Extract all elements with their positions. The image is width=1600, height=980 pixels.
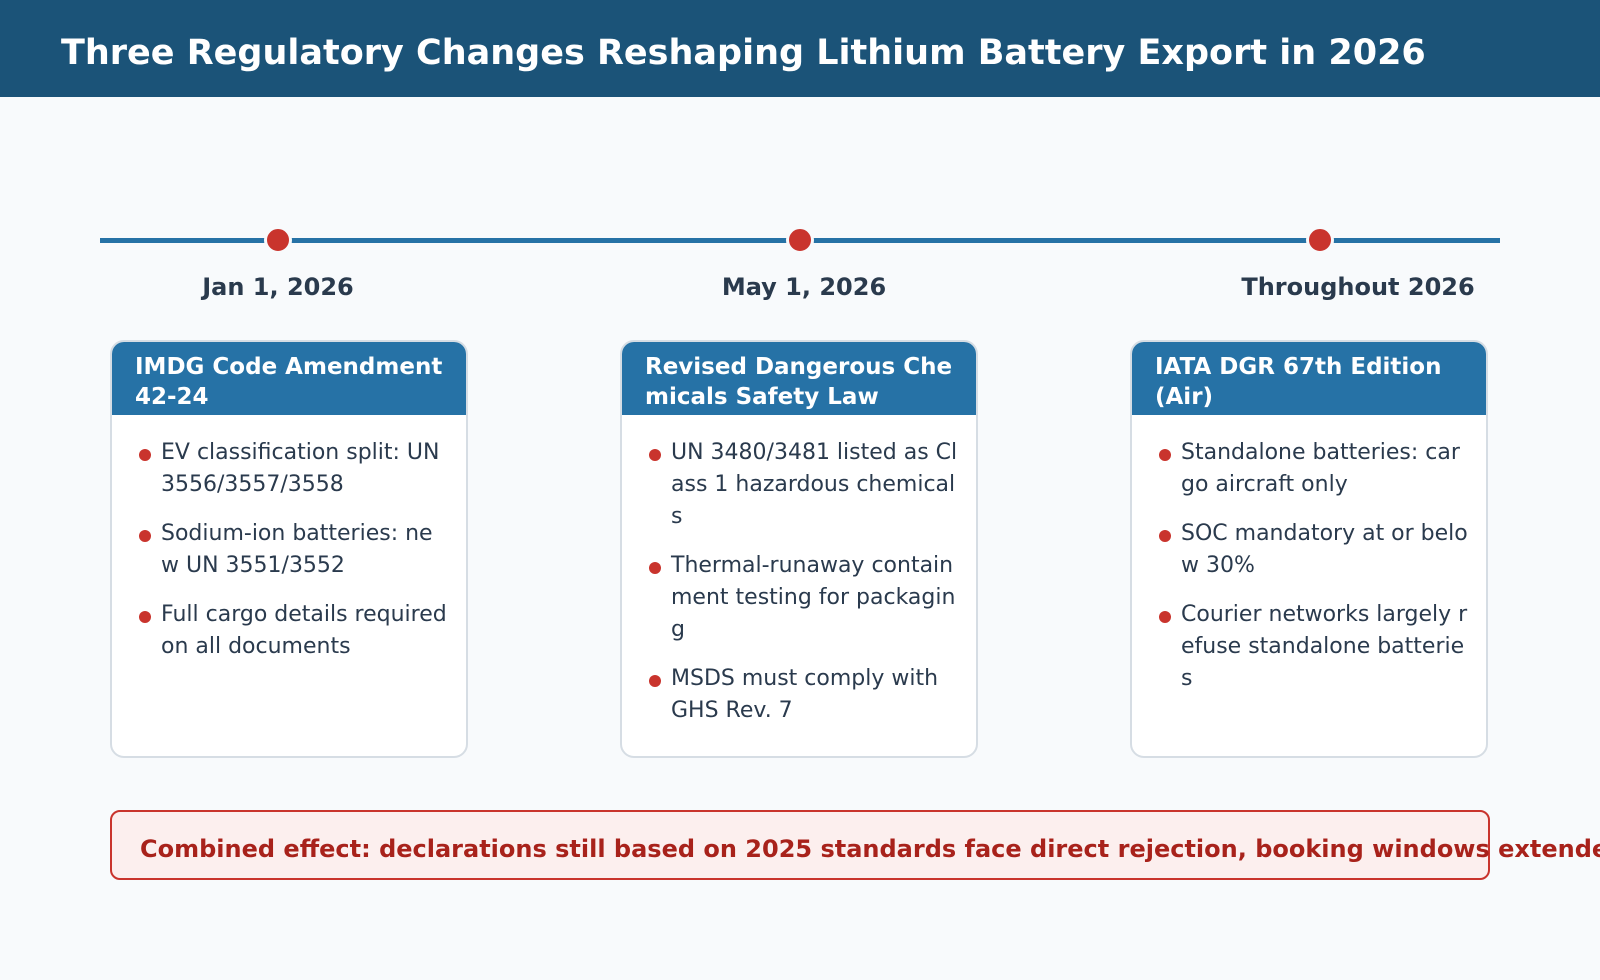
card-item-text: Thermal-runaway containment testing for … [671,553,956,642]
card-item-text: EV classification split: UN 3556/3557/35… [161,440,440,497]
bullet-dot-icon [139,611,151,623]
card-item-text: MSDS must comply with GHS Rev. 7 [671,666,939,723]
card-item-text: UN 3480/3481 listed as Class 1 hazardous… [671,440,958,529]
card-item: Courier networks largely refuse standalo… [1132,599,1486,695]
bullet-dot-icon [139,530,151,542]
summary-box [110,810,1490,880]
card-item-text: SOC mandatory at or below 30% [1181,521,1468,578]
card-item-text: Standalone batteries: cargo aircraft onl… [1181,440,1460,497]
bullet-dot-icon [649,675,661,687]
card-title: IMDG Code Amendment 42-24 [112,342,466,415]
bullet-dot-icon [649,449,661,461]
summary-text: Combined effect: declarations still base… [140,835,1600,863]
bullet-dot-icon [1159,530,1171,542]
milestone-date-1: Jan 1, 2026 [202,273,354,301]
milestone-dot-2 [786,226,814,254]
milestone-date-3: Throughout 2026 [1241,273,1475,301]
card-item-text: Full cargo details required on all docum… [161,602,447,659]
card-title: IATA DGR 67th Edition (Air) [1132,342,1486,415]
card-item: MSDS must comply with GHS Rev. 7 [622,663,976,727]
bullet-dot-icon [649,562,661,574]
bullet-dot-icon [1159,449,1171,461]
milestone-dot-3 [1306,226,1334,254]
card-item-text: Courier networks largely refuse standalo… [1181,602,1468,691]
regulation-card-1: IMDG Code Amendment 42-24 EV classificat… [110,340,468,758]
card-item: Sodium-ion batteries: new UN 3551/3552 [112,518,466,582]
milestone-dot-1 [264,226,292,254]
card-item: SOC mandatory at or below 30% [1132,518,1486,582]
bullet-dot-icon [1159,611,1171,623]
card-item: Full cargo details required on all docum… [112,599,466,663]
card-item-list: Standalone batteries: cargo aircraft onl… [1132,437,1486,712]
milestone-date-2: May 1, 2026 [721,273,887,301]
regulation-card-2: Revised Dangerous Chemicals Safety Law U… [620,340,978,758]
bullet-dot-icon [139,449,151,461]
card-item-list: EV classification split: UN 3556/3557/35… [112,437,466,680]
card-item: EV classification split: UN 3556/3557/35… [112,437,466,501]
card-item-list: UN 3480/3481 listed as Class 1 hazardous… [622,437,976,744]
card-title: Revised Dangerous Chemicals Safety Law [622,342,976,415]
page-title: Three Regulatory Changes Reshaping Lithi… [61,33,1426,73]
card-item: Thermal-runaway containment testing for … [622,550,976,646]
page-header: Three Regulatory Changes Reshaping Lithi… [0,0,1600,97]
card-item-text: Sodium-ion batteries: new UN 3551/3552 [161,521,433,578]
regulation-card-3: IATA DGR 67th Edition (Air) Standalone b… [1130,340,1488,758]
card-item: Standalone batteries: cargo aircraft onl… [1132,437,1486,501]
card-item: UN 3480/3481 listed as Class 1 hazardous… [622,437,976,533]
